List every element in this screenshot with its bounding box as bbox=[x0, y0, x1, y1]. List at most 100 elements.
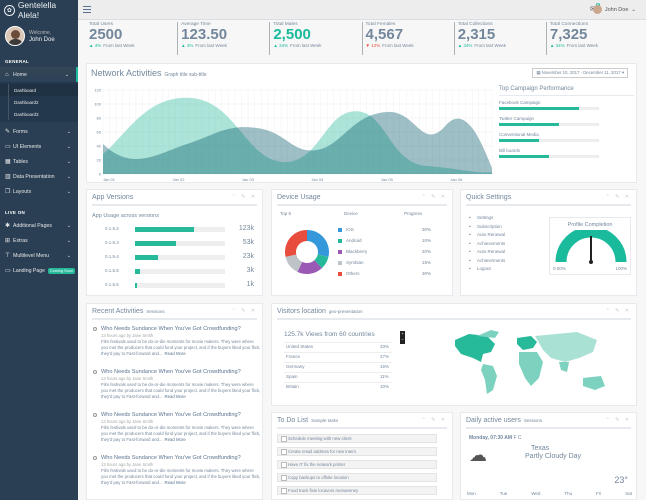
activity-byline: 13 hours ago by Jane Smith bbox=[101, 376, 154, 381]
device-col-device: Device bbox=[344, 211, 358, 216]
quick-setting-item[interactable]: Logout bbox=[477, 266, 491, 271]
read-more-link[interactable]: Read More bbox=[164, 437, 186, 442]
quick-setting-item[interactable]: Achievements bbox=[477, 257, 506, 263]
panel-tools[interactable]: ⌃ ✎ ✕ bbox=[605, 417, 631, 423]
sidebar-item-ui-elements[interactable]: ▭ UI Elements ⌄ bbox=[5, 143, 71, 151]
version-progress bbox=[135, 269, 225, 274]
chevron-down-icon: ⌄ bbox=[66, 252, 71, 259]
activity-title[interactable]: Who Needs Sundance When You've Got Crowd… bbox=[101, 369, 241, 375]
quick-setting-item[interactable]: Subscription bbox=[477, 223, 502, 229]
bug-icon: ✱ bbox=[5, 223, 11, 229]
activity-title[interactable]: Who Needs Sundance When You've Got Crowd… bbox=[101, 326, 241, 332]
quick-setting-item[interactable]: Settings bbox=[477, 215, 494, 220]
device-usage-title: Device Usage bbox=[277, 193, 321, 201]
circle-icon bbox=[93, 413, 97, 417]
activity-item: Who Needs Sundance When You've Got Crowd… bbox=[93, 412, 261, 443]
sidebar-item-additional-pages[interactable]: ✱ Additional Pages ⌄ bbox=[5, 222, 71, 230]
profile-gauge bbox=[555, 230, 627, 264]
series-area bbox=[103, 111, 492, 174]
activity-content: Who Needs Sundance When You've Got Crowd… bbox=[101, 326, 261, 357]
sidebar-item-tables[interactable]: ▦ Tables ⌄ bbox=[5, 158, 71, 166]
country-name: France bbox=[286, 354, 301, 359]
activity-content: Who Needs Sundance When You've Got Crowd… bbox=[101, 412, 261, 443]
country-percent: 10% bbox=[380, 384, 390, 389]
quick-setting-item[interactable]: Auto Renewal bbox=[477, 249, 506, 254]
line-chart-icon: ▪ bbox=[469, 257, 471, 264]
campaign-title: Top Campaign Performance bbox=[499, 86, 634, 96]
avatar[interactable] bbox=[5, 26, 25, 46]
read-more-link[interactable]: Read More bbox=[164, 394, 186, 399]
todo-item[interactable]: Have IT fix the network printer bbox=[277, 460, 437, 469]
sidebar-sub-dashboard[interactable]: Dashboard bbox=[0, 84, 78, 96]
sidebar-item-landing-page[interactable]: ▭ Landing Page Coming Soon bbox=[5, 267, 76, 274]
circle-icon bbox=[93, 370, 97, 374]
panel-tools[interactable]: ⌃ ✎ ✕ bbox=[605, 194, 631, 200]
panel-tools[interactable]: ⌃ ✎ ✕ bbox=[231, 308, 257, 314]
todo-item[interactable]: Food truck fixie locavors mcsweeney bbox=[277, 486, 437, 495]
panel-tools[interactable]: ⌃ ✎ ✕ bbox=[231, 194, 257, 200]
weather-day: Thu bbox=[564, 491, 573, 496]
version-value: 23k bbox=[242, 253, 254, 260]
sidebar-sub-dashboard3[interactable]: Dashboard3 bbox=[0, 108, 78, 120]
recent-activities-title: Recent Activities bbox=[92, 307, 144, 315]
quick-setting-item[interactable]: Auto Renewal bbox=[477, 232, 506, 237]
panel-tools[interactable]: ⌃ ✎ ✕ bbox=[605, 308, 631, 314]
x-tick-label: Jan 02 bbox=[172, 177, 185, 182]
sidebar-item-extras[interactable]: ⊞ Extras ⌄ bbox=[5, 237, 71, 245]
brand[interactable]: ✿ Gentelella Alela! bbox=[0, 0, 78, 20]
tile-count: 7,325 bbox=[549, 26, 588, 43]
gauge-max: 100% bbox=[615, 266, 627, 271]
chevron-down-icon: ⌄ bbox=[64, 71, 69, 78]
sidebar-item-data-presentation[interactable]: ▥ Data Presentation ⌄ bbox=[5, 173, 71, 181]
map-zoom-controls[interactable]: + − bbox=[400, 331, 405, 344]
tile-stat: Total Connections 7,325 ▲ 34% From last Wee… bbox=[545, 22, 638, 55]
user-menu[interactable]: John Doe ⌄ bbox=[592, 5, 636, 14]
donut-slice bbox=[314, 254, 329, 269]
panel-tools[interactable]: ⌃ ✎ ✕ bbox=[421, 417, 447, 423]
panel-tools[interactable]: ⌃ ✎ ✕ bbox=[421, 194, 447, 200]
todo-item[interactable]: Copy backups to offsite location bbox=[277, 473, 437, 482]
network-title: Network Activities bbox=[91, 68, 162, 78]
todo-list-panel: To Do List Sample tasks ⌃ ✎ ✕ Schedule mee… bbox=[271, 412, 453, 500]
home-icon: ⌂ bbox=[5, 71, 9, 78]
quick-setting-item[interactable]: Achievements bbox=[477, 240, 506, 246]
sidebar-item-home[interactable]: ⌂ Home ⌄ bbox=[0, 67, 78, 82]
activity-title[interactable]: Who Needs Sundance When You've Got Crowd… bbox=[101, 455, 241, 461]
sidebar-item-forms[interactable]: ✎ Forms ⌄ bbox=[5, 128, 71, 136]
menu-toggle-icon[interactable] bbox=[83, 6, 91, 15]
campaign-progress-fill bbox=[499, 123, 559, 126]
windows-icon: ⊞ bbox=[5, 238, 11, 244]
sidebar-item-multilevel-menu[interactable]: ⊤ Multilevel Menu ⌄ bbox=[5, 252, 71, 260]
sidebar-sub-dashboard2[interactable]: Dashboard2 bbox=[0, 96, 78, 108]
chart-icon: ▥ bbox=[5, 174, 11, 180]
chevron-down-icon: ⌄ bbox=[66, 173, 71, 180]
sort-up-icon: ▲ bbox=[89, 43, 95, 48]
brand-title: Gentelella Alela! bbox=[17, 0, 57, 20]
version-label: 0.1.5.5 bbox=[105, 268, 119, 273]
tile-foot-text: From last Week bbox=[290, 43, 322, 48]
country-row bbox=[284, 362, 392, 363]
campaign-progress-fill bbox=[499, 139, 539, 142]
quick-settings-title: Quick Settings bbox=[466, 193, 512, 201]
sort-up-icon: ▲ bbox=[181, 43, 187, 48]
todo-item[interactable]: Create email address for new intern bbox=[277, 447, 437, 456]
device-percent: 20% bbox=[422, 249, 432, 254]
y-tick-label: 60 bbox=[97, 130, 102, 135]
todo-item[interactable]: Schedule meeting with new client bbox=[277, 434, 437, 443]
series-area bbox=[103, 97, 492, 174]
tile-count: 2500 bbox=[89, 26, 123, 43]
visitors-subtitle: geo-presentation bbox=[328, 308, 363, 314]
activity-title[interactable]: Who Needs Sundance When You've Got Crowd… bbox=[101, 412, 241, 418]
tile-count: 2,315 bbox=[457, 26, 496, 43]
sidebar-item-layouts[interactable]: ❐ Layouts ⌄ bbox=[5, 188, 71, 196]
campaign-label: Twitter Campaign bbox=[499, 116, 535, 121]
x-tick-label: Jan 05 bbox=[381, 177, 394, 182]
visitors-headline: 125.7k Views from 60 countries bbox=[284, 331, 375, 338]
chevron-down-icon: ⌄ bbox=[66, 128, 71, 135]
read-more-link[interactable]: Read More bbox=[164, 351, 186, 356]
network-activities-panel: Network Activities Graph title sub-title… bbox=[86, 63, 637, 183]
tile-foot-text: From last Week bbox=[103, 43, 135, 48]
read-more-link[interactable]: Read More bbox=[164, 480, 186, 485]
date-range-picker[interactable]: ▦ November 10, 2017 - December 11, 2017 … bbox=[532, 68, 628, 78]
tile-footer: ▼ 12% From last Week bbox=[366, 43, 454, 48]
